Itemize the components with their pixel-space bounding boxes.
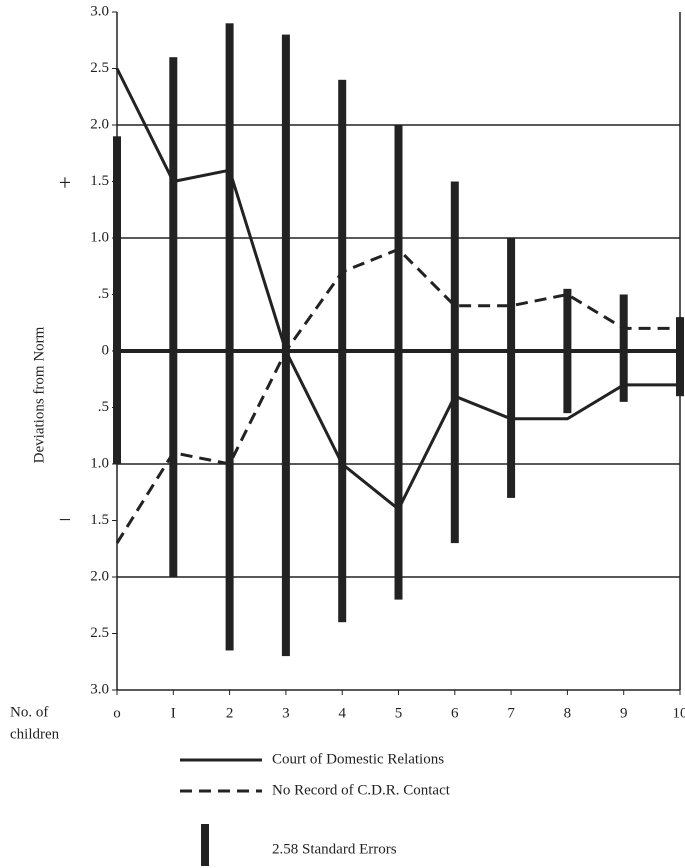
x-tick-label: 9 [620, 705, 628, 721]
y-tick-label: 2.0 [90, 116, 109, 132]
error-bar [113, 136, 121, 465]
plus-sign: + [59, 170, 71, 195]
x-axis-label: children [10, 726, 60, 742]
error-bar [619, 294, 628, 402]
y-tick-label: 1.5 [90, 512, 109, 528]
error-bar [507, 238, 516, 498]
y-tick-label: 1.5 [90, 173, 109, 189]
x-tick-label: 10 [673, 705, 685, 721]
y-tick-label: 2.5 [90, 60, 109, 76]
y-tick-label: 1.0 [90, 455, 109, 471]
error-bar [394, 125, 403, 600]
y-tick-label: .5 [98, 399, 109, 415]
series-line [115, 67, 680, 512]
y-tick-label: .5 [98, 286, 109, 302]
error-bar [169, 57, 178, 577]
x-tick-label: 6 [451, 705, 459, 721]
y-tick-label: 2.0 [90, 568, 109, 584]
y-tick-label: 3.0 [90, 681, 109, 697]
y-tick-label: 0 [102, 342, 110, 358]
x-tick-label: 4 [338, 705, 346, 721]
error-bar [338, 79, 347, 623]
series-line [115, 247, 680, 544]
x-tick-label: 8 [564, 705, 572, 721]
y-tick-label: 3.0 [90, 3, 109, 19]
legend-swatch [201, 824, 209, 866]
x-tick-label: 3 [282, 705, 290, 721]
x-tick-label: I [171, 705, 176, 721]
legend-label: Court of Domestic Relations [272, 751, 444, 767]
x-tick-label: 2 [226, 705, 234, 721]
minus-sign: − [59, 507, 71, 532]
x-axis-label: No. of [10, 704, 48, 720]
error-bar [563, 288, 572, 414]
error-bar [281, 34, 290, 657]
x-tick-label: o [113, 705, 121, 721]
x-tick-label: 5 [395, 705, 403, 721]
legend-label: No Record of C.D.R. Contact [272, 782, 451, 798]
error-bar [450, 181, 459, 544]
legend-label: 2.58 Standard Errors [272, 841, 397, 857]
error-bar [676, 317, 684, 397]
y-tick-label: 1.0 [90, 229, 109, 245]
y-axis-label: Deviations from Norm [31, 326, 47, 463]
error-bar [225, 23, 234, 651]
y-tick-label: 2.5 [90, 625, 109, 641]
x-tick-label: 7 [507, 705, 515, 721]
